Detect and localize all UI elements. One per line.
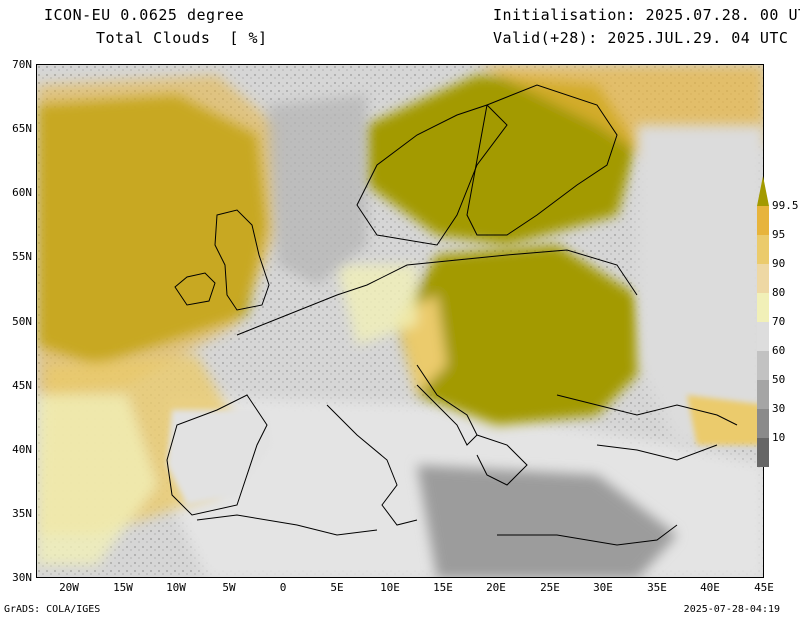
cloud-cover-map xyxy=(36,64,764,578)
colorbar-label-95: 95 xyxy=(772,228,786,241)
colorbar-swatch xyxy=(757,206,769,235)
lon-label-10e: 10E xyxy=(380,581,400,594)
map-title-variable: Total Clouds [ %] xyxy=(96,29,268,47)
lat-label-45n: 45N xyxy=(12,379,32,392)
lat-label-40n: 40N xyxy=(12,443,32,456)
colorbar-label-99-5: 99.5 xyxy=(772,199,799,212)
lon-label-0: 0 xyxy=(279,581,287,594)
lat-label-55n: 55N xyxy=(12,250,32,263)
lat-label-65n: 65N xyxy=(12,122,32,135)
lon-label-20e: 20E xyxy=(486,581,506,594)
colorbar-swatch xyxy=(757,409,769,438)
colorbar-label-10: 10 xyxy=(772,431,786,444)
lat-label-35n: 35N xyxy=(12,507,32,520)
lon-label-30e: 30E xyxy=(593,581,613,594)
footer-software-credit: GrADS: COLA/IGES xyxy=(4,604,101,615)
lon-label-35e: 35E xyxy=(647,581,667,594)
valid-time: Valid(+28): 2025.JUL.29. 04 UTC xyxy=(493,29,789,47)
colorbar-label-80: 80 xyxy=(772,286,786,299)
lon-label-15e: 15E xyxy=(433,581,453,594)
colorbar-swatch xyxy=(757,351,769,380)
lat-label-50n: 50N xyxy=(12,315,32,328)
lon-label-15w: 15W xyxy=(113,581,133,594)
colorbar-swatch xyxy=(757,293,769,322)
lat-label-60n: 60N xyxy=(12,186,32,199)
lon-label-25e: 25E xyxy=(540,581,560,594)
cloud-map-graphic xyxy=(37,65,763,577)
lon-label-20w: 20W xyxy=(59,581,79,594)
colorbar-swatch xyxy=(757,235,769,264)
colorbar-swatch xyxy=(757,380,769,409)
colorbar-swatch xyxy=(757,438,769,467)
colorbar-label-90: 90 xyxy=(772,257,786,270)
colorbar-label-50: 50 xyxy=(772,373,786,386)
lon-label-45e: 45E xyxy=(754,581,774,594)
colorbar-label-70: 70 xyxy=(772,315,786,328)
initialisation-time: Initialisation: 2025.07.28. 00 UTC xyxy=(493,6,800,24)
lon-label-5w: 5W xyxy=(222,581,236,594)
colorbar-swatch xyxy=(757,322,769,351)
colorbar-swatch xyxy=(757,264,769,293)
lat-label-70n: 70N xyxy=(12,58,32,71)
lon-label-40e: 40E xyxy=(700,581,720,594)
lon-label-10w: 10W xyxy=(166,581,186,594)
colorbar-label-60: 60 xyxy=(772,344,786,357)
colorbar-label-30: 30 xyxy=(772,402,786,415)
lon-label-5e: 5E xyxy=(330,581,344,594)
footer-timestamp: 2025-07-28-04:19 xyxy=(683,604,780,615)
map-title-model: ICON-EU 0.0625 degree xyxy=(44,6,245,24)
lat-label-30n: 30N xyxy=(12,571,32,584)
colorbar-top-triangle xyxy=(757,176,769,206)
